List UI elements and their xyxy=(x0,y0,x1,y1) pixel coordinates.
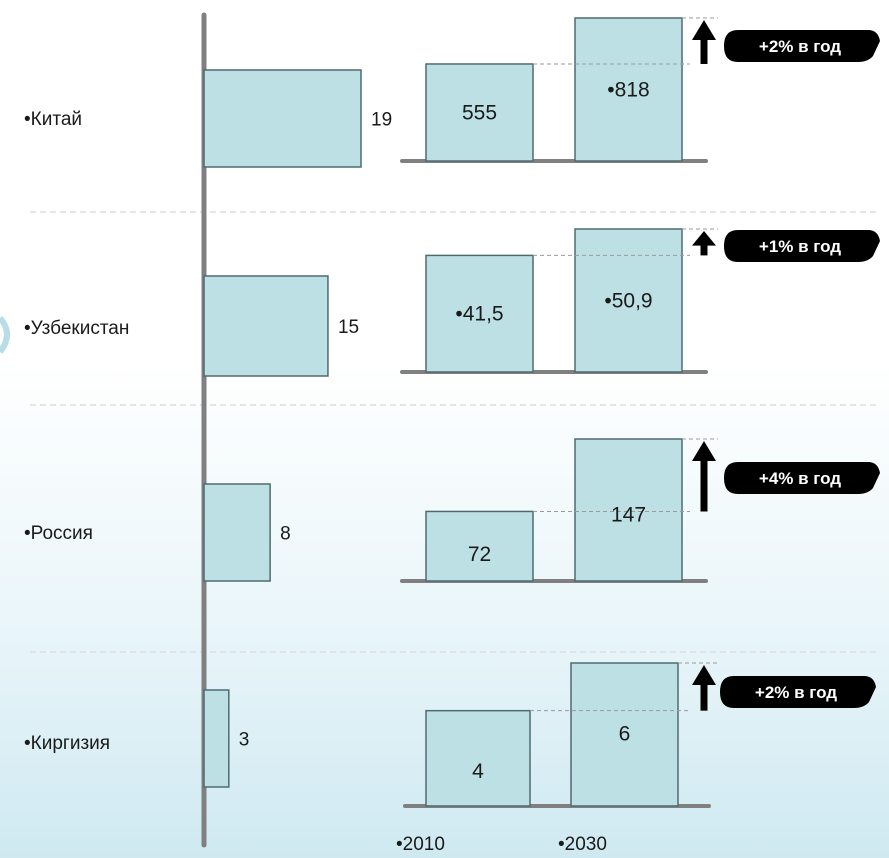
growth-badge-label: +2% в год xyxy=(755,683,837,702)
share-value-label: 19 xyxy=(371,110,392,131)
value-label-2010: 4 xyxy=(472,760,484,783)
bar-2010 xyxy=(425,709,531,807)
share-value-label: 15 xyxy=(338,317,359,338)
growth-badge-label: +4% в год xyxy=(759,469,841,488)
country-label: •Россия xyxy=(24,523,93,544)
share-value-label: 3 xyxy=(239,730,250,751)
country-label: •Киргизия xyxy=(24,733,110,754)
growth-badge xyxy=(720,676,876,708)
value-label-2030: 147 xyxy=(611,503,646,526)
share-bar xyxy=(203,483,271,582)
growth-badge xyxy=(724,462,880,494)
growth-arrow-head xyxy=(692,441,716,461)
year-label-2010: •2010 xyxy=(396,834,445,855)
growth-badge xyxy=(724,30,880,62)
growth-badge xyxy=(724,230,880,262)
value-label-2010: 72 xyxy=(468,543,491,566)
bar-2030 xyxy=(570,662,679,807)
share-bar xyxy=(203,275,329,377)
edge-arc xyxy=(0,316,10,354)
bar-2030 xyxy=(574,438,683,582)
share-bar xyxy=(203,689,230,788)
bar-2010 xyxy=(425,510,534,582)
growth-badge-label: +2% в год xyxy=(759,37,841,56)
value-label-2030: •818 xyxy=(607,79,649,102)
growth-arrow-head xyxy=(692,231,716,246)
bar-2030 xyxy=(574,228,683,373)
growth-arrow-head xyxy=(692,665,716,685)
value-label-2030: 6 xyxy=(619,723,631,746)
share-value-label: 8 xyxy=(280,524,291,545)
bar-2010 xyxy=(425,254,534,373)
year-label-2030: •2030 xyxy=(558,834,607,855)
value-label-2010: 555 xyxy=(462,101,497,124)
country-label: •Узбекистан xyxy=(24,318,129,339)
value-label-2010: •41,5 xyxy=(455,303,503,326)
bar-2030 xyxy=(574,17,683,162)
bar-2010 xyxy=(425,63,534,162)
share-bar xyxy=(203,69,362,168)
growth-badge-label: +1% в год xyxy=(759,237,841,256)
growth-arrow-head xyxy=(692,20,716,40)
country-label: •Китай xyxy=(24,109,82,130)
value-label-2030: •50,9 xyxy=(604,290,652,313)
